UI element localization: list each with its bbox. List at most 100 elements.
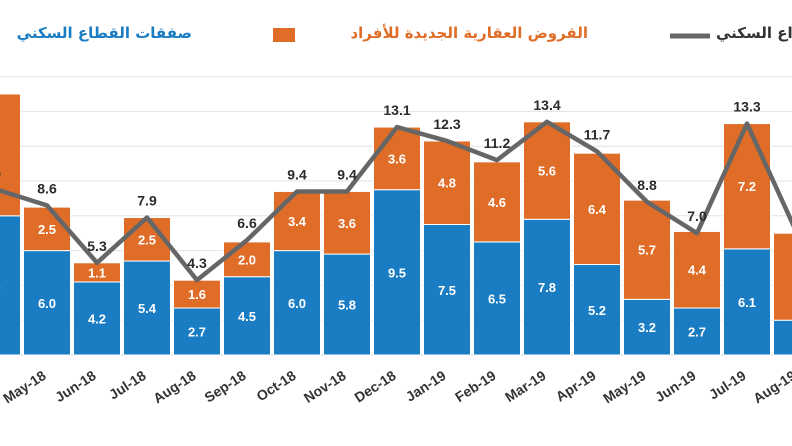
bar-blue [323, 253, 371, 356]
x-tick-label: Jan-19 [403, 367, 449, 405]
bar-orange [623, 199, 671, 300]
bar-orange [673, 230, 721, 309]
x-axis-ticks: May-18 Jun-18 Jul-18 Aug-18 Sep-18 Oct-18 Nov-… [0, 367, 792, 406]
line-value-label: 8.8 [637, 177, 657, 193]
bar-orange-label: 2.5 [138, 232, 156, 247]
bar-blue [73, 281, 121, 356]
line-value-label: 4.3 [187, 255, 207, 271]
bar-orange-label: 4.6 [488, 195, 506, 210]
bar-orange [273, 190, 321, 252]
x-tick-label: Feb-19 [452, 367, 499, 405]
bar-orange-label: 2.0 [238, 252, 256, 267]
bar-blue [523, 218, 571, 356]
bar-orange [573, 152, 621, 266]
bar-blue [773, 319, 792, 356]
line-value-label: 9.4 [337, 166, 357, 182]
bar-blue [173, 307, 221, 356]
bar-orange-label: 6.4 [588, 202, 607, 217]
bar-blue [423, 224, 471, 356]
x-tick-label: Oct-18 [253, 367, 298, 404]
bar-orange [0, 93, 21, 217]
bar-blue-label: 2.7 [688, 325, 706, 340]
bar-blue-label: 5.2 [588, 303, 606, 318]
bar-blue-label: 5.4 [138, 301, 157, 316]
bar-orange [423, 140, 471, 225]
bar-orange-label: 1.1 [88, 265, 106, 280]
bar-blue-label: 5.8 [338, 298, 356, 313]
bar-orange-label: 7.2 [738, 179, 756, 194]
x-tick-label: Dec-18 [351, 367, 398, 406]
x-tick-label: May-19 [600, 367, 649, 406]
bar-orange [223, 241, 271, 278]
x-tick-label: Mar-19 [502, 367, 549, 405]
bar-blue [23, 250, 71, 356]
x-tick-label: Jul-19 [706, 367, 749, 403]
bar-orange [773, 232, 792, 321]
x-tick-label: Apr-19 [553, 367, 599, 405]
bar-blue [123, 260, 171, 356]
bars [0, 93, 792, 356]
bar-orange-label: 1.6 [188, 287, 206, 302]
bar-blue [723, 248, 771, 356]
bar-blue [673, 307, 721, 356]
x-tick-label: Sep-18 [201, 367, 248, 406]
bar-blue-label: 6.0 [38, 296, 56, 311]
bar-blue [273, 250, 321, 356]
bar-orange-label: 3.4 [288, 214, 307, 229]
line-value-label: 9.4 [287, 166, 307, 182]
legend-blue-label: صفقات القطاع السكني [17, 24, 192, 42]
bar-orange-label: 3.6 [388, 151, 406, 166]
data-labels: 8 7 6.0 2.5 4.2 1.1 5.4 2.5 2.7 1.6 4.5 2.0 6.0 3.4 5.… [0, 97, 761, 340]
x-tick-label: May-18 [0, 367, 49, 406]
bar-blue [223, 276, 271, 356]
bar-blue-label: 2.7 [188, 325, 206, 340]
bar-blue-label: 9.5 [388, 265, 406, 280]
bar-orange-label: 4.4 [688, 263, 707, 278]
legend-orange-label: القروض العقارية الجديدة للأفراد [350, 24, 588, 42]
bar-blue [0, 215, 21, 356]
total-line [0, 119, 792, 283]
bar-orange-label: 3.6 [338, 216, 356, 231]
bar-blue [473, 241, 521, 356]
x-tick-label: Jun-18 [52, 367, 99, 405]
line-value-label: 7.9 [137, 193, 157, 209]
bar-blue-label: 6.0 [288, 296, 306, 311]
line-value-label: 13.3 [733, 99, 760, 115]
line-value-label: 11.2 [484, 135, 511, 151]
bar-blue [623, 298, 671, 356]
bar-orange [173, 279, 221, 309]
line-value-label: 5.3 [87, 238, 107, 254]
bar-blue-label: 4.5 [238, 309, 256, 324]
x-tick-label: Aug-19 [750, 367, 792, 406]
bar-blue-label: 3.2 [638, 320, 656, 335]
bar-blue-label: 6.5 [488, 291, 506, 306]
bar-orange [323, 190, 371, 255]
bar-orange-label: 5.7 [638, 243, 656, 258]
bar-orange [723, 123, 771, 250]
bar-blue-label: 6.1 [738, 295, 756, 310]
line-value-label: 8.6 [37, 180, 57, 196]
line-value-label: 7.0 [687, 208, 707, 224]
bar-blue-label: 7.8 [538, 280, 556, 295]
bar-orange-label: 2.5 [38, 222, 56, 237]
x-tick-label: Nov-18 [301, 367, 349, 406]
bar-blue [373, 189, 421, 356]
x-tick-label: Jun-19 [652, 367, 699, 405]
line-value-label: 12.3 [433, 116, 460, 132]
line-value-label: 13.4 [533, 97, 560, 113]
bar-orange-label: 7 [0, 148, 1, 163]
line-value-label: 5 [0, 165, 1, 181]
x-tick-label: Aug-18 [150, 367, 199, 406]
bar-orange [473, 161, 521, 243]
bar-orange [373, 126, 421, 191]
bar-blue-label: 8 [0, 278, 1, 293]
bar-blue-label: 4.2 [88, 311, 106, 326]
bar-blue-label: 7.5 [438, 283, 456, 298]
legend-orange-swatch [273, 28, 295, 42]
x-tick-label: Jul-18 [106, 367, 149, 403]
legend: صفقات القطاع السكني القروض العقارية الجد… [17, 24, 792, 42]
line-value-label: 11.7 [584, 126, 611, 142]
line-value-label: 13.1 [383, 102, 410, 118]
legend-line-label: اع السكني [716, 24, 792, 42]
